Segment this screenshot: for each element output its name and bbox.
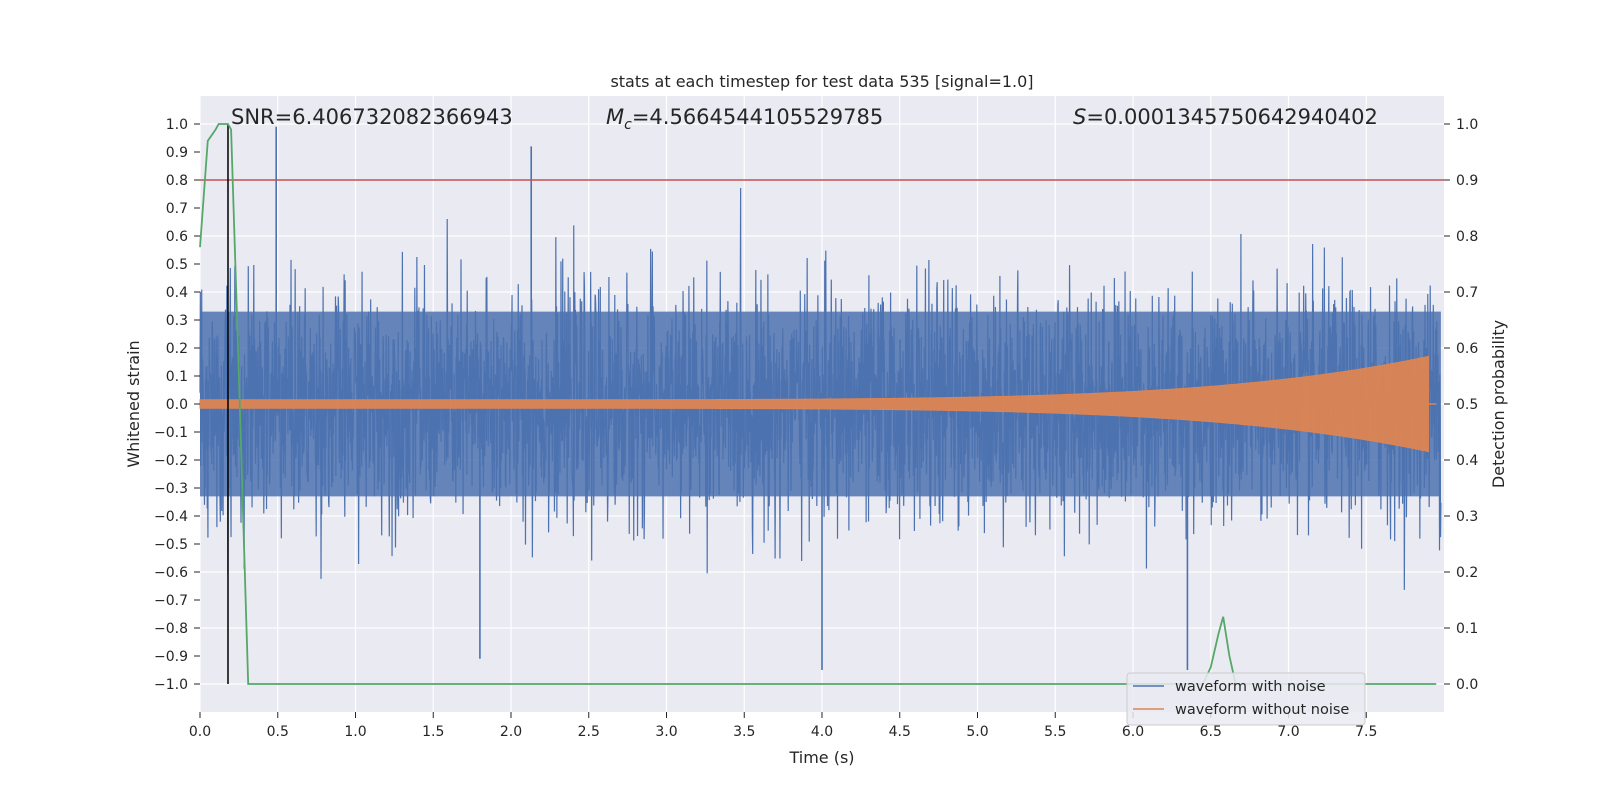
x-tick-label: 7.0 bbox=[1277, 724, 1299, 740]
x-tick-label: 0.5 bbox=[267, 724, 289, 740]
y-tick-label: 0.3 bbox=[166, 313, 188, 329]
y-tick-label: 0.6 bbox=[166, 229, 188, 245]
x-tick-label: 0.0 bbox=[189, 724, 211, 740]
x-tick-label: 6.5 bbox=[1200, 724, 1222, 740]
y2-tick-label: 0.7 bbox=[1456, 285, 1478, 301]
annotation-s-value: =0.0001345750642940402 bbox=[1086, 105, 1378, 129]
annotation-s: S=0.0001345750642940402 bbox=[1073, 105, 1378, 129]
annotation-mc-symbol: M bbox=[606, 105, 624, 129]
overlays bbox=[199, 123, 1444, 685]
legend-box bbox=[1126, 672, 1366, 726]
y2-tick-label: 0.1 bbox=[1456, 621, 1478, 637]
y2-ticks: 1.0 0.9 0.8 0.7 0.6 0.5 0.4 0.3 0.2 0.1 0.0 bbox=[1444, 117, 1478, 693]
x-tick-label: 1.0 bbox=[344, 724, 366, 740]
y-tick-label: 0.9 bbox=[166, 145, 188, 161]
y-tick-label: 0.2 bbox=[166, 341, 188, 357]
y2-tick-label: 0.6 bbox=[1456, 341, 1478, 357]
x-ticks: 0.0 0.5 1.0 1.5 2.0 2.5 3.0 3.5 4.0 4.5 5.0 5.5 6.0 6… bbox=[189, 712, 1377, 740]
y-tick-label: 0.4 bbox=[166, 285, 188, 301]
chirp-envelope bbox=[199, 355, 1429, 453]
annotation-snr: SNR=6.406732082366943 bbox=[231, 105, 513, 129]
x-axis-label: Time (s) bbox=[788, 748, 854, 767]
x-tick-label: 4.0 bbox=[811, 724, 833, 740]
x-tick-label: 2.5 bbox=[578, 724, 600, 740]
y-tick-label: −0.7 bbox=[154, 593, 188, 609]
y-axis-label: Whitened strain bbox=[124, 340, 143, 467]
annotation-s-symbol: S bbox=[1073, 105, 1086, 129]
y-tick-label: −0.8 bbox=[154, 621, 188, 637]
x-tick-label: 1.5 bbox=[422, 724, 444, 740]
y-tick-label: −0.1 bbox=[154, 425, 188, 441]
y-tick-label: −0.6 bbox=[154, 565, 188, 581]
y-tick-label: 0.7 bbox=[166, 201, 188, 217]
x-tick-label: 5.0 bbox=[966, 724, 988, 740]
y-tick-label: 0.5 bbox=[166, 257, 188, 273]
y2-tick-label: 0.2 bbox=[1456, 565, 1478, 581]
legend-label-waveform-with-noise: waveform with noise bbox=[1175, 679, 1326, 695]
y-tick-label: −0.2 bbox=[154, 453, 188, 469]
y-tick-label: −0.9 bbox=[154, 649, 188, 665]
y-tick-label: 0.8 bbox=[166, 173, 188, 189]
y-tick-label: −0.3 bbox=[154, 481, 188, 497]
x-tick-label: 7.5 bbox=[1355, 724, 1377, 740]
y2-tick-label: 0.4 bbox=[1456, 453, 1478, 469]
y-tick-label: −1.0 bbox=[154, 677, 188, 693]
x-tick-label: 3.5 bbox=[733, 724, 755, 740]
y2-tick-label: 0.8 bbox=[1456, 229, 1478, 245]
x-tick-label: 2.0 bbox=[500, 724, 522, 740]
y-tick-label: 0.1 bbox=[166, 369, 188, 385]
detection-probability-line bbox=[199, 123, 1437, 685]
y2-tick-label: 0.0 bbox=[1456, 677, 1478, 693]
y-ticks: 1.0 0.9 0.8 0.7 0.6 0.5 0.4 0.3 0.2 0.1 0.0 −0.1 −0.… bbox=[154, 117, 200, 693]
y-tick-label: −0.4 bbox=[154, 509, 188, 525]
legend-label-waveform-without-noise: waveform without noise bbox=[1175, 702, 1349, 718]
y-tick-label: −0.5 bbox=[154, 537, 188, 553]
y-tick-label: 1.0 bbox=[166, 117, 188, 133]
x-tick-label: 5.5 bbox=[1044, 724, 1066, 740]
annotation-mc-value: =4.5664544105529785 bbox=[632, 105, 883, 129]
legend: waveform with noise waveform without noi… bbox=[1126, 672, 1366, 726]
y2-tick-label: 1.0 bbox=[1456, 117, 1478, 133]
annotation-mc: Mc=4.5664544105529785 bbox=[606, 105, 883, 133]
y-tick-label: 0.0 bbox=[166, 397, 188, 413]
chart-title: stats at each timestep for test data 535… bbox=[610, 72, 1033, 91]
series-waveform-without-noise bbox=[199, 355, 1437, 453]
y2-tick-label: 0.5 bbox=[1456, 397, 1478, 413]
x-tick-label: 4.5 bbox=[889, 724, 911, 740]
annotation-mc-sub: c bbox=[624, 117, 632, 133]
x-tick-label: 6.0 bbox=[1122, 724, 1144, 740]
x-tick-label: 3.0 bbox=[655, 724, 677, 740]
y2-axis-label: Detection probability bbox=[1489, 320, 1508, 488]
y2-tick-label: 0.3 bbox=[1456, 509, 1478, 525]
y2-tick-label: 0.9 bbox=[1456, 173, 1478, 189]
